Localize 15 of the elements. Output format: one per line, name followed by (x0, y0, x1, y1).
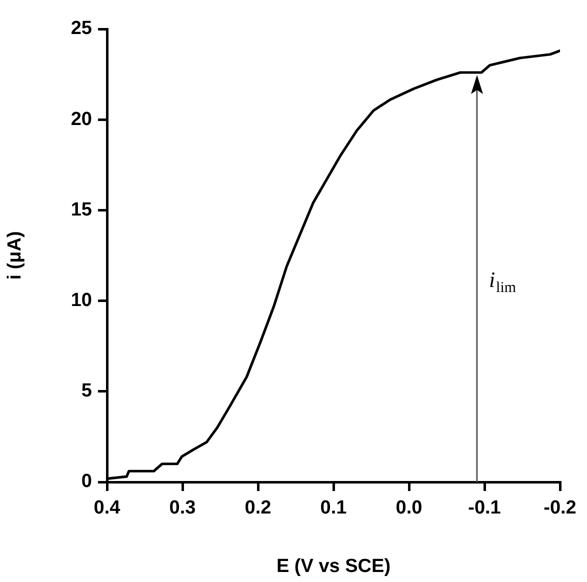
y-tick-label: 5 (81, 380, 92, 402)
y-tick-label: 0 (81, 471, 92, 492)
y-tick-label: 15 (70, 199, 92, 220)
x-tick-label: 0.2 (244, 498, 272, 519)
y-tick-label: 25 (70, 18, 92, 40)
x-axis-title: E (V vs SCE) (276, 556, 391, 577)
y-tick-label: 20 (70, 108, 92, 130)
y-tick-label: 10 (70, 290, 92, 312)
x-tick-label: 0.1 (320, 498, 348, 519)
x-tick-label: 0.4 (94, 498, 121, 519)
x-tick-label: -0.2 (544, 498, 576, 519)
x-tick-label: -0.1 (468, 498, 502, 519)
x-tick-label: 0.3 (169, 498, 196, 519)
x-tick-label: 0.0 (396, 498, 422, 519)
y-axis-title: i (μA) (4, 231, 26, 280)
